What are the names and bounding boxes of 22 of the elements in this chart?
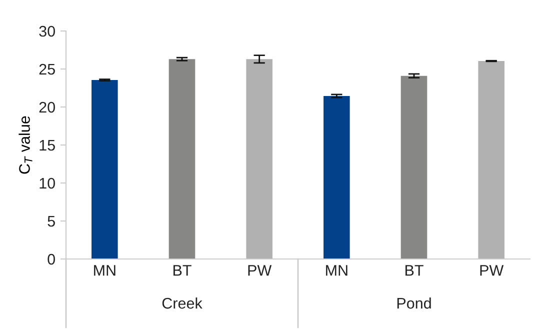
y-tick-label: 30 <box>39 26 55 37</box>
x-tick-label: MN <box>326 265 348 276</box>
bar <box>478 61 504 259</box>
x-tick-label: BT <box>405 265 424 276</box>
bar <box>324 96 350 259</box>
bar <box>168 59 196 259</box>
y-axis-title: C$_{T}$ value <box>18 116 32 174</box>
bar <box>246 59 272 259</box>
y-tick-label: 25 <box>39 64 55 75</box>
y-tick-label: 0 <box>48 254 55 265</box>
bar <box>400 76 428 259</box>
bar <box>92 80 118 259</box>
x-tick-label: BT <box>173 265 192 276</box>
y-tick-label: 5 <box>48 216 55 227</box>
y-tick-label: 15 <box>40 140 55 151</box>
x-tick-label: PW <box>248 265 272 276</box>
y-tick-label: 10 <box>40 178 55 189</box>
text: Creek <box>162 297 202 309</box>
y-tick-label: 20 <box>39 102 55 113</box>
x-tick-label: MN <box>94 265 116 276</box>
x-tick-label: PW <box>480 265 504 276</box>
text: Pond <box>397 297 431 309</box>
